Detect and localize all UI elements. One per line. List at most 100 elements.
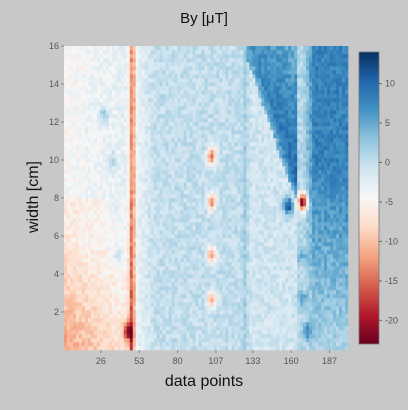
heatmap-cell: [222, 338, 226, 343]
heatmap-cell: [114, 210, 119, 215]
heatmap-cell: [243, 290, 247, 295]
heatmap-cell: [195, 342, 199, 347]
heatmap-cell: [210, 246, 214, 251]
heatmap-cell: [117, 306, 122, 311]
heatmap-cell: [129, 62, 134, 67]
heatmap-cell: [246, 242, 250, 247]
heatmap-cell: [198, 262, 202, 267]
heatmap-cell: [150, 262, 154, 267]
heatmap-cell: [258, 238, 262, 243]
heatmap-cell: [177, 342, 181, 347]
heatmap-cell: [240, 306, 244, 311]
heatmap-cell: [96, 270, 101, 275]
heatmap-cell: [117, 122, 122, 127]
heatmap-cell: [195, 310, 199, 315]
heatmap-cell: [114, 206, 119, 211]
heatmap-cell: [189, 186, 193, 191]
heatmap-cell: [144, 130, 149, 135]
heatmap-cell: [180, 66, 184, 71]
heatmap-cell: [168, 322, 172, 327]
heatmap-cell: [87, 134, 92, 139]
heatmap-cell: [81, 98, 86, 103]
heatmap-cell: [216, 234, 220, 239]
heatmap-cell: [228, 150, 232, 155]
heatmap-cell: [234, 54, 238, 59]
heatmap-cell: [177, 346, 181, 351]
heatmap-cell: [177, 290, 181, 295]
heatmap-cell: [150, 98, 154, 103]
heatmap-cell: [138, 282, 143, 287]
heatmap-cell: [147, 214, 151, 219]
heatmap-cell: [156, 326, 160, 331]
heatmap-cell: [64, 178, 68, 183]
heatmap-cell: [120, 182, 125, 187]
heatmap-cell: [189, 206, 193, 211]
heatmap-cell: [240, 142, 244, 147]
heatmap-cell: [228, 258, 232, 263]
heatmap-cell: [174, 146, 178, 151]
heatmap-cell: [138, 110, 143, 115]
heatmap-cell: [237, 98, 241, 103]
heatmap-cell: [72, 198, 77, 203]
heatmap-cell: [90, 334, 95, 339]
heatmap-cell: [234, 262, 238, 267]
heatmap-cell: [204, 130, 208, 135]
heatmap-cell: [168, 82, 172, 87]
heatmap-cell: [64, 246, 68, 251]
heatmap-cell: [84, 86, 89, 91]
heatmap-cell: [246, 234, 250, 239]
heatmap-cell: [90, 290, 95, 295]
heatmap-cell: [64, 86, 68, 91]
heatmap-cell: [135, 222, 140, 227]
heatmap-cell: [87, 166, 92, 171]
heatmap-cell: [186, 198, 190, 203]
heatmap-cell: [159, 254, 163, 259]
heatmap-cell: [168, 106, 172, 111]
heatmap-cell: [153, 146, 157, 151]
heatmap-cell: [225, 50, 229, 55]
heatmap-cell: [168, 318, 172, 323]
heatmap-cell: [174, 70, 178, 75]
heatmap-cell: [156, 302, 160, 307]
heatmap-cell: [189, 290, 193, 295]
heatmap-cell: [84, 242, 89, 247]
heatmap-cell: [255, 138, 259, 143]
heatmap-cell: [225, 130, 229, 135]
heatmap-cell: [192, 90, 196, 95]
heatmap-cell: [216, 294, 220, 299]
heatmap-cell: [159, 198, 163, 203]
heatmap-cell: [102, 170, 107, 175]
heatmap-cell: [84, 238, 89, 243]
heatmap-cell: [249, 262, 253, 267]
heatmap-cell: [159, 206, 163, 211]
heatmap-cell: [150, 118, 154, 123]
heatmap-cell: [246, 74, 250, 79]
heatmap-cell: [156, 122, 160, 127]
heatmap-cell: [210, 310, 214, 315]
heatmap-cell: [234, 266, 238, 271]
heatmap-cell: [135, 162, 140, 167]
heatmap-cell: [234, 282, 238, 287]
heatmap-cell: [78, 318, 83, 323]
heatmap-cell: [222, 82, 226, 87]
heatmap-cell: [207, 122, 211, 127]
heatmap-cell: [186, 290, 190, 295]
heatmap-cell: [201, 202, 205, 207]
heatmap-cell: [156, 46, 160, 51]
heatmap-cell: [168, 186, 172, 191]
heatmap-cell: [108, 270, 113, 275]
heatmap-cell: [222, 158, 226, 163]
heatmap-cell: [252, 58, 256, 63]
heatmap-cell: [108, 286, 113, 291]
heatmap-cell: [120, 346, 125, 351]
heatmap-cell: [93, 82, 98, 87]
heatmap-cell: [99, 66, 104, 71]
heatmap-cell: [129, 326, 134, 331]
heatmap-cell: [108, 238, 113, 243]
heatmap-cell: [99, 290, 104, 295]
heatmap-cell: [258, 310, 262, 315]
heatmap-cell: [69, 294, 74, 299]
heatmap-cell: [183, 254, 187, 259]
heatmap-cell: [249, 194, 253, 199]
heatmap-cell: [81, 178, 86, 183]
